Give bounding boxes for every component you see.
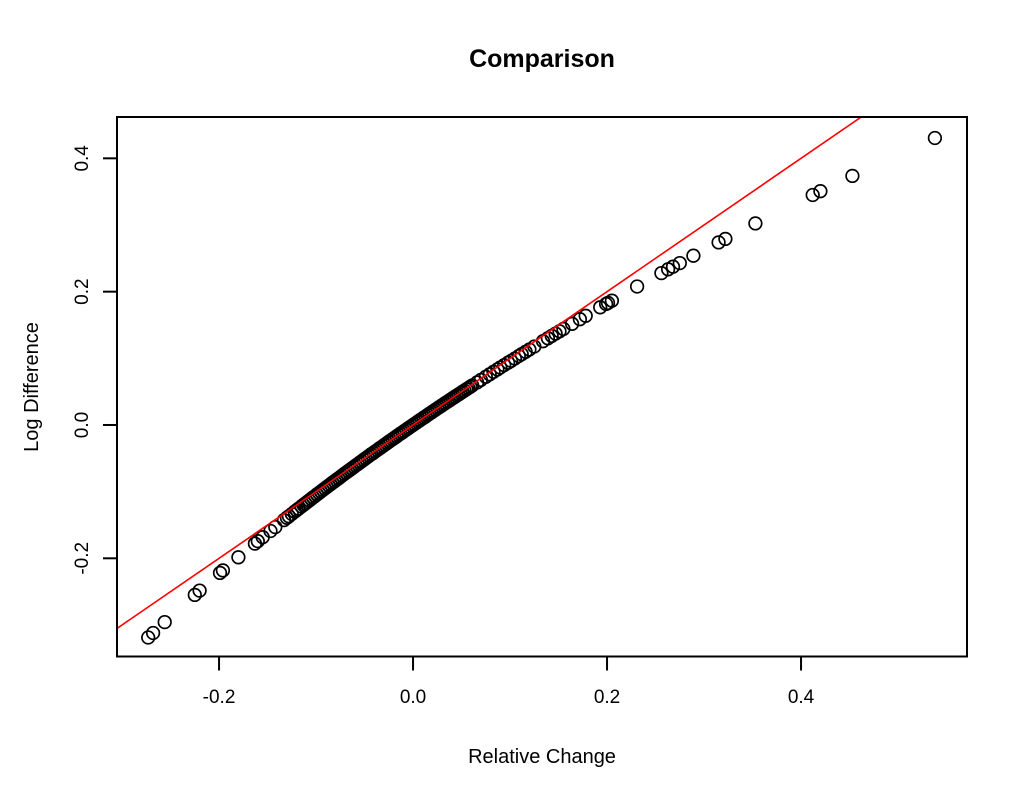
data-point <box>212 565 228 581</box>
data-point <box>845 168 860 184</box>
data-point <box>686 248 701 263</box>
data-point <box>665 259 681 274</box>
data-point <box>564 316 580 331</box>
data-point <box>141 630 156 645</box>
y-tick-label: 0.4 <box>72 145 93 172</box>
data-point <box>250 534 265 549</box>
data-point <box>654 265 669 281</box>
data-point <box>711 235 726 250</box>
data-point <box>672 255 687 271</box>
data-point <box>192 583 207 598</box>
data-point <box>482 367 497 382</box>
y-tick-label: 0.0 <box>72 412 93 438</box>
data-point <box>478 369 493 384</box>
x-tick-label: 0.2 <box>594 687 620 708</box>
data-point <box>813 184 828 199</box>
data-point <box>215 563 231 578</box>
x-axis-ticks: -0.2 0.0 0.2 0.4 <box>203 656 815 708</box>
data-point <box>927 130 943 146</box>
data-point <box>187 587 202 603</box>
plot-border <box>116 116 968 658</box>
y-axis-ticks: -0.2 0.0 0.2 0.4 <box>72 145 117 575</box>
x-tick-label: 0.4 <box>788 687 815 708</box>
data-point <box>145 625 161 641</box>
chart-title: Comparison <box>469 45 615 73</box>
x-tick-label: -0.2 <box>203 687 236 708</box>
data-point <box>748 216 763 231</box>
data-point <box>157 614 172 630</box>
y-tick-label: 0.2 <box>72 278 93 304</box>
data-point <box>718 231 733 247</box>
data-point <box>578 308 593 323</box>
data-point <box>805 187 820 203</box>
data-point <box>604 293 620 308</box>
data-point <box>231 550 246 565</box>
y-tick-label: -0.2 <box>72 542 93 575</box>
data-points-group <box>141 130 943 645</box>
data-point <box>263 523 278 539</box>
data-point <box>629 279 645 294</box>
y-axis-title: Log Difference <box>21 322 43 452</box>
data-point <box>268 519 283 535</box>
x-tick-label: 0.0 <box>400 687 426 708</box>
x-axis-title: Relative Change <box>468 746 616 768</box>
reference-line <box>117 117 863 630</box>
